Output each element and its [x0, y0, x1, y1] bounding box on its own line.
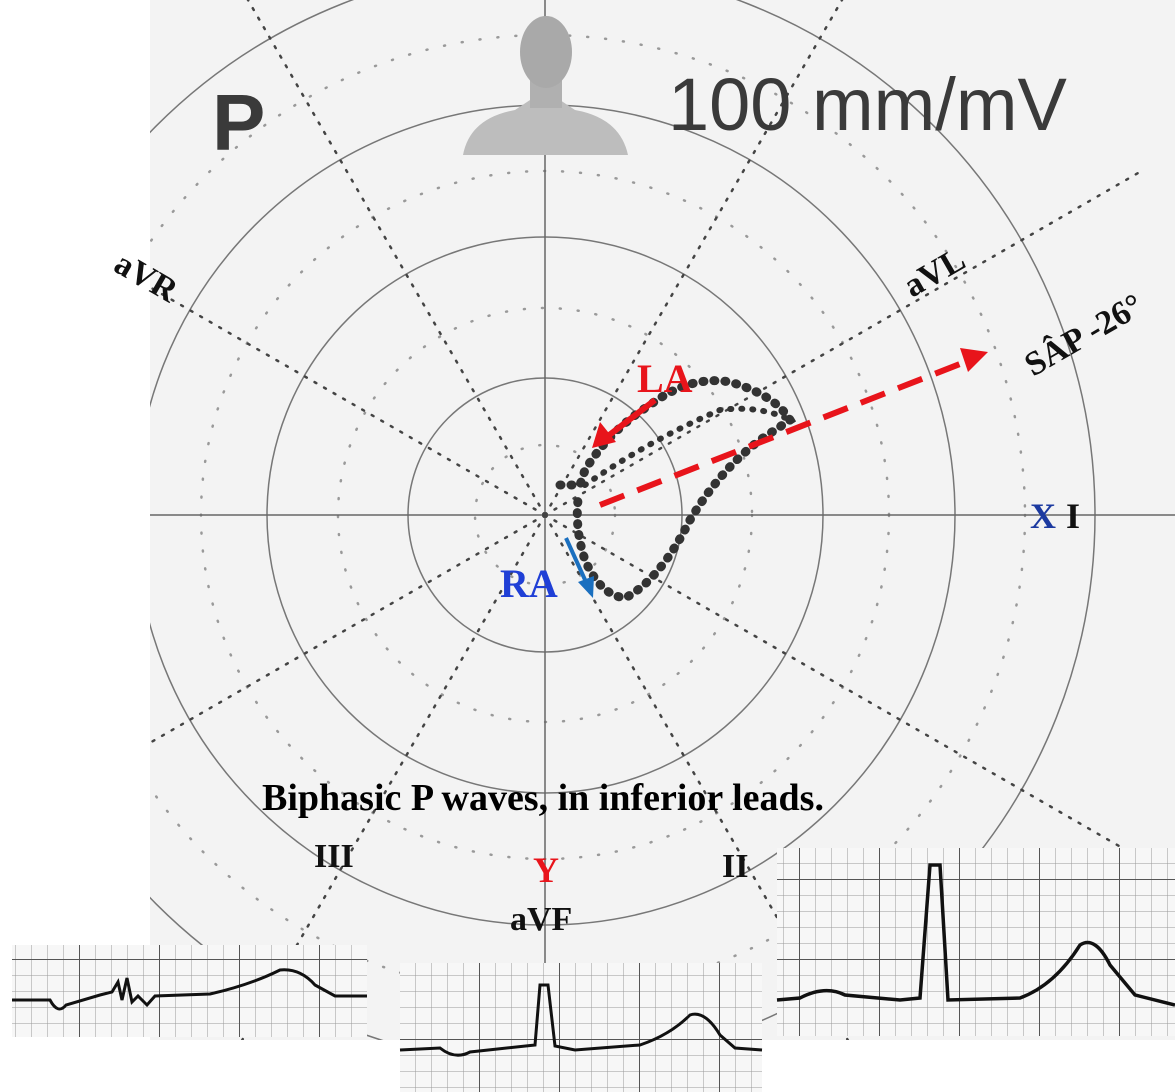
ra-label: RA — [500, 561, 558, 606]
la-label: LA — [637, 356, 693, 401]
axis-arrow — [598, 348, 988, 508]
x-axis-label: X — [1030, 496, 1056, 536]
ra-arrow — [564, 537, 594, 598]
torso-icon — [463, 16, 628, 155]
scale-label: 100 mm/mV — [668, 63, 1068, 146]
ecg-strip-avf — [399, 963, 763, 1092]
la-arrow — [592, 397, 657, 448]
ecg-strip-ii — [776, 848, 1175, 1036]
y-axis-label: Y — [533, 850, 559, 890]
lead-label: I — [1066, 496, 1080, 536]
wave-label: P — [212, 78, 265, 167]
ecg-strip-iii — [12, 945, 367, 1037]
lead-label: III — [314, 838, 354, 875]
caption: Biphasic P waves, in inferior leads. — [262, 777, 824, 819]
lead-label: aVF — [510, 901, 572, 938]
lead-label: II — [722, 848, 748, 885]
